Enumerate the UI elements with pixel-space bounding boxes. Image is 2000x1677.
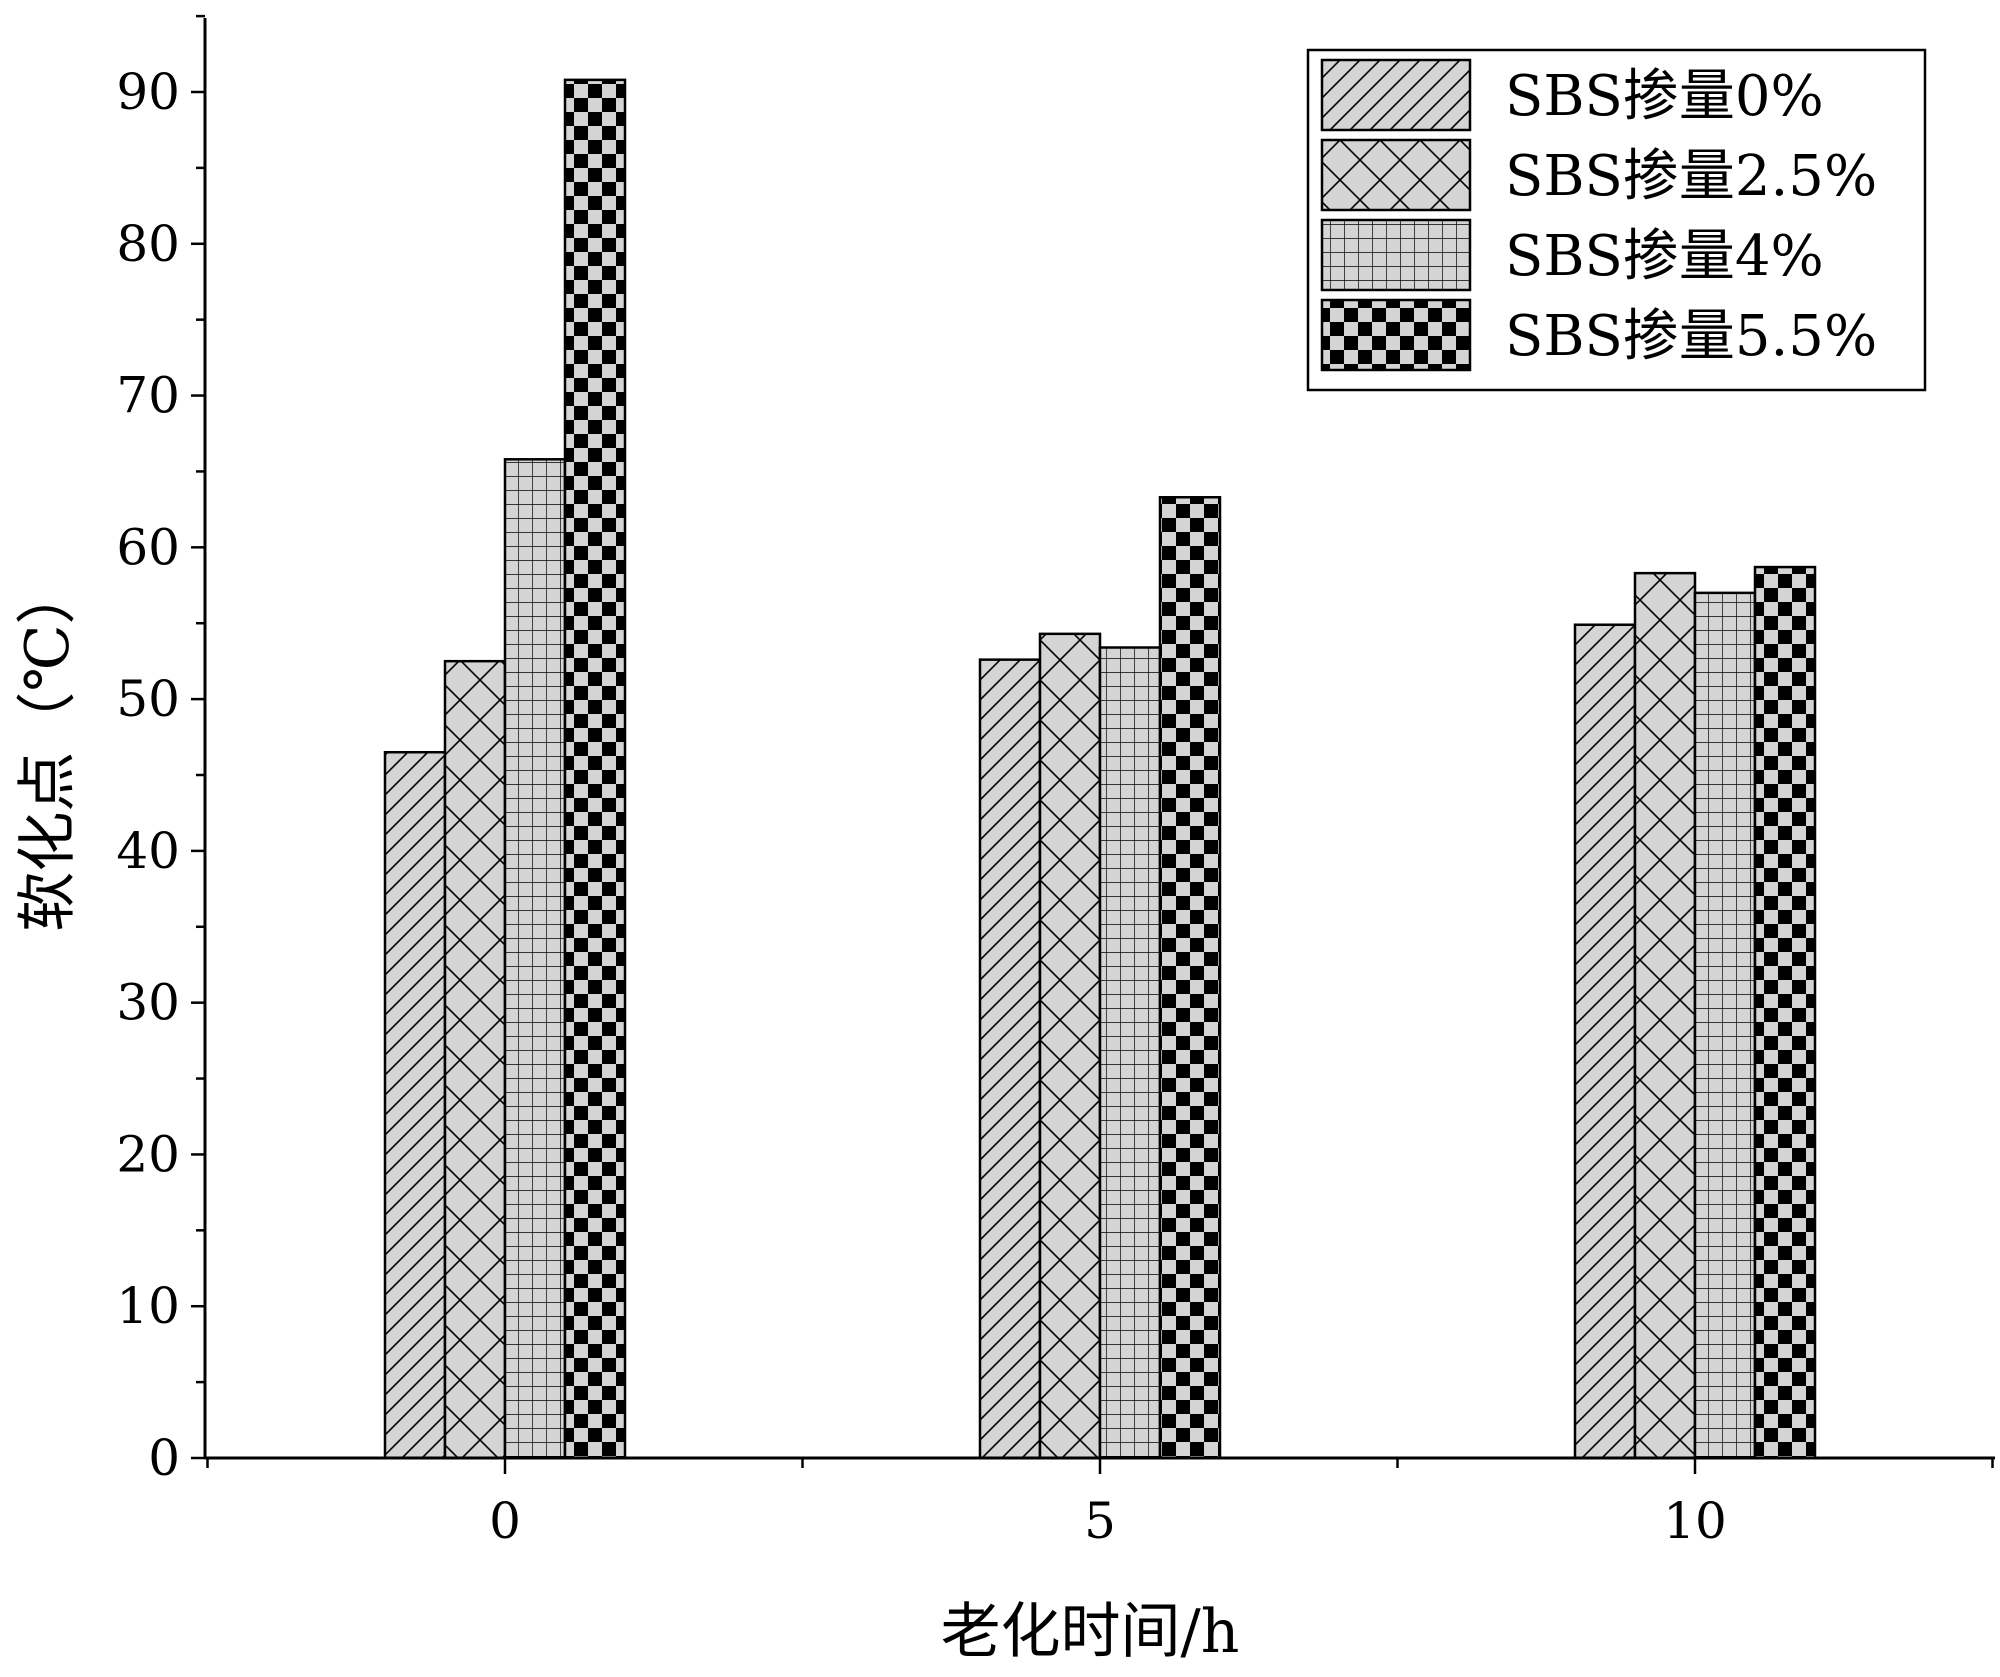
legend-label: SBS掺量2.5% [1505,144,1877,209]
bar [1753,565,1817,1460]
x-tick-label: 5 [1084,1492,1116,1550]
y-tick-label: 80 [116,215,180,273]
y-tick-label: 90 [116,63,180,121]
x-tick-label: 0 [489,1492,521,1550]
bar [978,658,1042,1460]
legend-swatch [1320,298,1472,372]
bar [1158,495,1222,1460]
bar [1633,571,1697,1460]
y-tick-label: 30 [116,974,180,1032]
y-axis-title: 软化点（℃） [13,564,83,931]
y-tick-label: 10 [116,1277,180,1335]
bar [1038,632,1102,1460]
bar [503,458,567,1460]
y-tick-label: 20 [116,1125,180,1183]
legend: SBS掺量0% SBS掺量2.5% SBS掺量4% SBS掺量5.5% [1306,48,1927,392]
plot-area: 0 10 20 30 40 50 60 70 80 90 0 5 10 [116,14,1995,1550]
y-tick-label: 40 [116,822,180,880]
y-tick-label: 70 [116,367,180,425]
y-tick-label: 50 [116,670,180,728]
y-tick-label: 60 [116,518,180,576]
legend-swatch [1320,218,1472,292]
bar [1098,646,1162,1460]
bar [1693,591,1757,1460]
x-axis-title: 老化时间/h [941,1597,1240,1667]
x-tick-label: 10 [1663,1492,1727,1550]
bar [443,659,507,1460]
legend-label: SBS掺量4% [1505,224,1824,289]
legend-swatch [1320,138,1472,212]
bar [563,78,627,1460]
legend-label: SBS掺量5.5% [1505,304,1877,369]
y-tick-label: 0 [148,1429,180,1487]
bar [1573,623,1637,1460]
bar [383,750,447,1460]
legend-label: SBS掺量0% [1505,64,1824,129]
legend-swatch [1320,58,1472,132]
